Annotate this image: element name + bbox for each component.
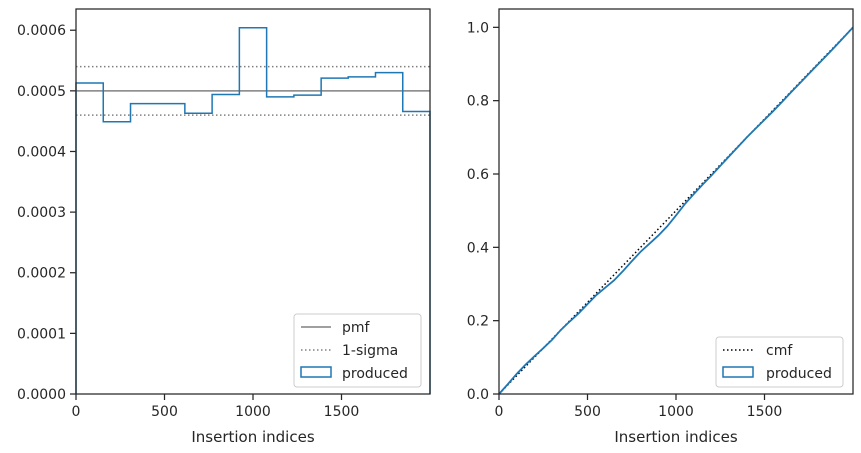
y-tick-label: 0.0003 xyxy=(17,205,66,221)
y-tick-label: 0.8 xyxy=(467,94,489,110)
legend-produced-swatch xyxy=(722,366,754,378)
plot-frame xyxy=(75,8,431,395)
y-tick-label: 0.0006 xyxy=(17,23,66,39)
legend-pmf-label: pmf xyxy=(342,320,371,336)
cmf-panel: 0 500 1000 1500 0.0 0.2 0.4 0.6 0.8 1.0 Insertion… xyxy=(467,8,854,446)
y-tick-label: 1.0 xyxy=(467,20,489,36)
x-axis-label: Insertion indices xyxy=(191,428,314,446)
x-tick-label: 500 xyxy=(151,404,178,420)
legend-produced-label: produced xyxy=(766,366,832,382)
y-tick-label: 0.0002 xyxy=(17,266,66,282)
legend: pmf 1-sigma produced xyxy=(293,313,422,388)
legend-produced-label: produced xyxy=(342,366,408,382)
y-tick-label: 0.4 xyxy=(467,240,489,256)
y-tick-label: 0.0 xyxy=(467,387,489,403)
y-tick-label: 0.6 xyxy=(467,167,489,183)
legend-cmf-label: cmf xyxy=(766,343,793,359)
x-tick-label: 500 xyxy=(574,404,601,420)
legend: cmf produced xyxy=(715,336,844,388)
x-tick-label: 1500 xyxy=(324,404,360,420)
y-tick-label: 0.0005 xyxy=(17,84,66,100)
x-tick-label: 1000 xyxy=(658,404,694,420)
x-tick-label: 1000 xyxy=(235,404,271,420)
plot-frame xyxy=(498,8,854,395)
pmf-histogram-panel: 0 500 1000 1500 0.0000 0.0001 0.0002 0.0003 0.00… xyxy=(17,8,431,446)
y-tick-label: 0.0004 xyxy=(17,144,66,160)
produced-cumulative-line xyxy=(498,26,854,395)
x-tick-label: 1500 xyxy=(747,404,783,420)
y-tick-label: 0.0001 xyxy=(17,326,66,342)
x-tick-label: 0 xyxy=(495,404,504,420)
x-tick-label: 0 xyxy=(72,404,81,420)
produced-histogram-step xyxy=(75,27,431,394)
legend-1-sigma-label: 1-sigma xyxy=(342,343,398,359)
x-axis-label: Insertion indices xyxy=(614,428,737,446)
legend-frame xyxy=(293,313,422,388)
legend-produced-swatch xyxy=(300,366,332,378)
y-tick-label: 0.0000 xyxy=(17,387,66,403)
y-tick-label: 0.2 xyxy=(467,314,489,330)
